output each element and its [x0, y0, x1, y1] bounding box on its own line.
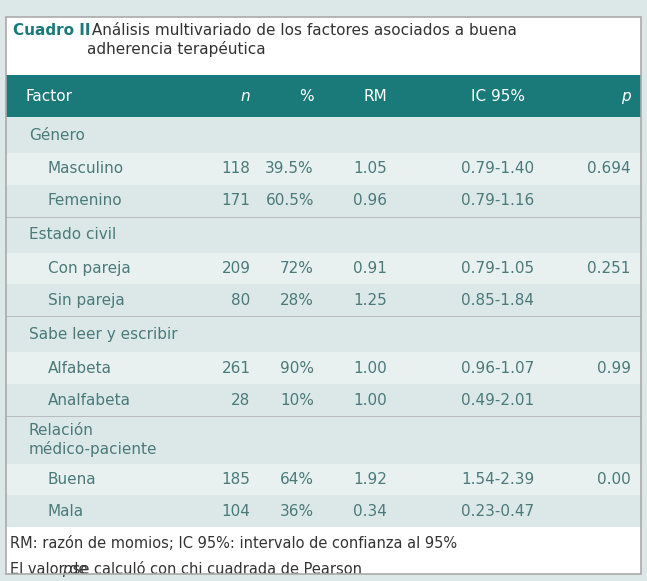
Text: Cuadro II: Cuadro II: [13, 23, 91, 38]
Text: 1.05: 1.05: [353, 162, 387, 177]
Text: 1.00: 1.00: [353, 393, 387, 408]
Text: 28%: 28%: [280, 293, 314, 308]
Text: 0.694: 0.694: [587, 162, 631, 177]
FancyBboxPatch shape: [6, 496, 641, 528]
Text: p: p: [621, 89, 631, 103]
Text: 1.54-2.39: 1.54-2.39: [461, 472, 534, 487]
Text: 209: 209: [221, 261, 250, 276]
Text: Sabe leer y escribir: Sabe leer y escribir: [28, 327, 177, 342]
Text: 0.99: 0.99: [597, 361, 631, 376]
Text: p: p: [63, 562, 72, 577]
FancyBboxPatch shape: [6, 528, 641, 573]
FancyBboxPatch shape: [6, 285, 641, 317]
Text: 0.96: 0.96: [353, 193, 387, 208]
FancyBboxPatch shape: [6, 352, 641, 384]
FancyBboxPatch shape: [6, 17, 641, 573]
Text: 1.92: 1.92: [353, 472, 387, 487]
FancyBboxPatch shape: [6, 153, 641, 185]
Text: IC 95%: IC 95%: [471, 89, 525, 103]
Text: 60.5%: 60.5%: [265, 193, 314, 208]
Text: 0.79-1.05: 0.79-1.05: [461, 261, 534, 276]
Text: 0.23-0.47: 0.23-0.47: [461, 504, 534, 519]
Text: 261: 261: [221, 361, 250, 376]
Text: Buena: Buena: [48, 472, 96, 487]
Text: n: n: [241, 89, 250, 103]
Text: 0.34: 0.34: [353, 504, 387, 519]
Text: Análisis multivariado de los factores asociados a buena
adherencia terapéutica: Análisis multivariado de los factores as…: [87, 23, 517, 57]
Text: se calculó con chi cuadrada de Pearson: se calculó con chi cuadrada de Pearson: [69, 562, 362, 577]
FancyBboxPatch shape: [6, 384, 641, 416]
FancyBboxPatch shape: [6, 217, 641, 253]
Text: %: %: [300, 89, 314, 103]
Text: Género: Género: [28, 127, 85, 142]
FancyBboxPatch shape: [6, 317, 641, 352]
Text: 0.85-1.84: 0.85-1.84: [461, 293, 534, 308]
Text: 39.5%: 39.5%: [265, 162, 314, 177]
Text: 0.49-2.01: 0.49-2.01: [461, 393, 534, 408]
Text: Alfabeta: Alfabeta: [48, 361, 112, 376]
Text: Estado civil: Estado civil: [28, 227, 116, 242]
Text: 0.79-1.40: 0.79-1.40: [461, 162, 534, 177]
Text: 1.00: 1.00: [353, 361, 387, 376]
FancyBboxPatch shape: [6, 185, 641, 217]
Text: Con pareja: Con pareja: [48, 261, 131, 276]
FancyBboxPatch shape: [6, 76, 641, 117]
Text: 80: 80: [231, 293, 250, 308]
Text: Analfabeta: Analfabeta: [48, 393, 131, 408]
Text: 104: 104: [222, 504, 250, 519]
Text: 0.00: 0.00: [597, 472, 631, 487]
Text: 0.96-1.07: 0.96-1.07: [461, 361, 534, 376]
FancyBboxPatch shape: [6, 253, 641, 285]
Text: Mala: Mala: [48, 504, 84, 519]
Text: Masculino: Masculino: [48, 162, 124, 177]
Text: RM: razón de momios; IC 95%: intervalo de confianza al 95%: RM: razón de momios; IC 95%: intervalo d…: [10, 536, 457, 551]
Text: 1.25: 1.25: [353, 293, 387, 308]
Text: 72%: 72%: [280, 261, 314, 276]
Text: El valor de: El valor de: [10, 562, 92, 577]
Text: 118: 118: [222, 162, 250, 177]
FancyBboxPatch shape: [6, 464, 641, 496]
Text: 36%: 36%: [280, 504, 314, 519]
Text: 171: 171: [222, 193, 250, 208]
Text: 0.79-1.16: 0.79-1.16: [461, 193, 534, 208]
Text: RM: RM: [363, 89, 387, 103]
Text: 185: 185: [222, 472, 250, 487]
Text: Sin pareja: Sin pareja: [48, 293, 125, 308]
FancyBboxPatch shape: [6, 416, 641, 464]
Text: 90%: 90%: [280, 361, 314, 376]
Text: Relación
médico-paciente: Relación médico-paciente: [28, 423, 157, 457]
Text: Factor: Factor: [26, 89, 72, 103]
Text: 10%: 10%: [280, 393, 314, 408]
FancyBboxPatch shape: [6, 117, 641, 153]
Text: 0.91: 0.91: [353, 261, 387, 276]
Text: 64%: 64%: [280, 472, 314, 487]
Text: 0.251: 0.251: [587, 261, 631, 276]
Text: 28: 28: [231, 393, 250, 408]
Text: Femenino: Femenino: [48, 193, 122, 208]
